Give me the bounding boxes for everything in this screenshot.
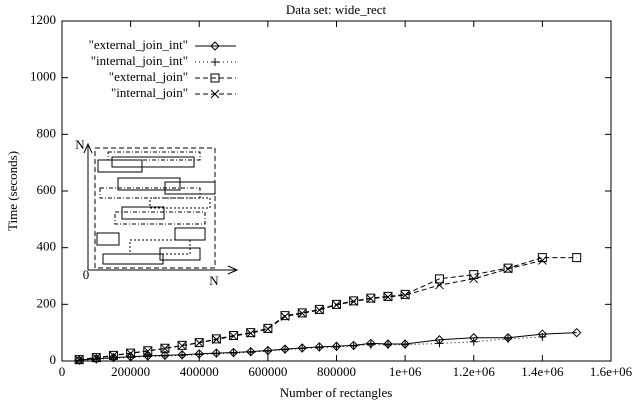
marker [263,324,273,334]
y-tick-label: 1000 [30,69,56,84]
marker [143,352,152,361]
inset-origin: 0 [83,267,90,282]
marker [538,332,547,341]
y-tick-label: 800 [37,125,57,140]
marker [194,338,204,348]
marker [434,274,444,284]
marker [435,280,444,290]
marker [401,340,410,349]
marker [572,253,582,263]
marker [469,270,479,280]
marker [210,41,220,51]
marker [212,335,221,344]
marker [178,351,187,360]
marker [469,337,478,346]
marker [537,253,547,263]
x-tick-label: 600000 [248,364,287,379]
marker [314,305,324,315]
marker [383,292,393,302]
marker [298,344,307,353]
marker [281,345,290,354]
inset-y-label: N [75,137,85,152]
marker [177,341,187,351]
marker [229,331,238,341]
marker [383,340,392,349]
chart-title: Data set: wide_rect [286,2,387,17]
marker [160,351,169,360]
x-tick-label: 1.6e+06 [590,364,633,379]
marker [332,300,341,310]
marker [91,353,101,363]
marker [280,311,290,321]
y-tick-label: 1200 [30,12,56,27]
series-line [79,259,543,361]
marker [246,328,256,338]
series-line [79,332,577,361]
x-tick-label: 200000 [111,364,150,379]
marker [435,339,444,348]
legend-label: "internal_join" [111,85,188,100]
marker [503,264,513,274]
marker [109,351,118,360]
x-tick-label: 400000 [180,364,219,379]
marker [400,290,410,300]
marker [297,309,307,318]
marker [332,342,341,351]
marker [366,340,375,349]
marker [366,294,376,304]
marker [210,89,220,99]
marker [212,349,221,358]
y-axis-label: Time (seconds) [5,151,20,231]
marker [504,334,513,343]
y-tick-label: 0 [50,352,57,367]
legend-label: "external_join_int" [89,37,188,52]
inset-diagram [83,142,239,275]
marker [469,274,479,284]
marker [210,73,220,83]
marker [195,350,204,359]
marker [315,343,324,352]
y-tick-label: 200 [37,295,57,310]
y-tick-label: 600 [37,182,57,197]
legend-label: "external_join" [109,69,188,84]
marker [211,58,219,66]
marker [349,297,359,306]
marker [246,348,255,357]
marker [160,344,170,353]
marker [571,327,582,338]
series-line [79,336,543,361]
marker [280,312,290,321]
x-tick-label: 1e+06 [389,364,422,379]
x-axis-label: Number of rectangles [280,385,393,400]
marker [349,341,358,350]
marker [126,348,135,358]
inset-x-label: N [209,273,219,288]
marker [229,349,238,358]
marker [74,355,84,365]
marker [143,346,153,356]
marker [263,347,272,356]
marker [538,256,547,265]
x-tick-label: 0 [59,364,66,379]
marker [503,263,513,273]
series-line [79,257,577,361]
x-tick-label: 1.4e+06 [521,364,564,379]
x-tick-label: 1.2e+06 [453,364,496,379]
x-tick-label: 800000 [317,364,356,379]
y-tick-label: 400 [37,239,57,254]
legend-label: "internal_join_int" [91,53,188,68]
